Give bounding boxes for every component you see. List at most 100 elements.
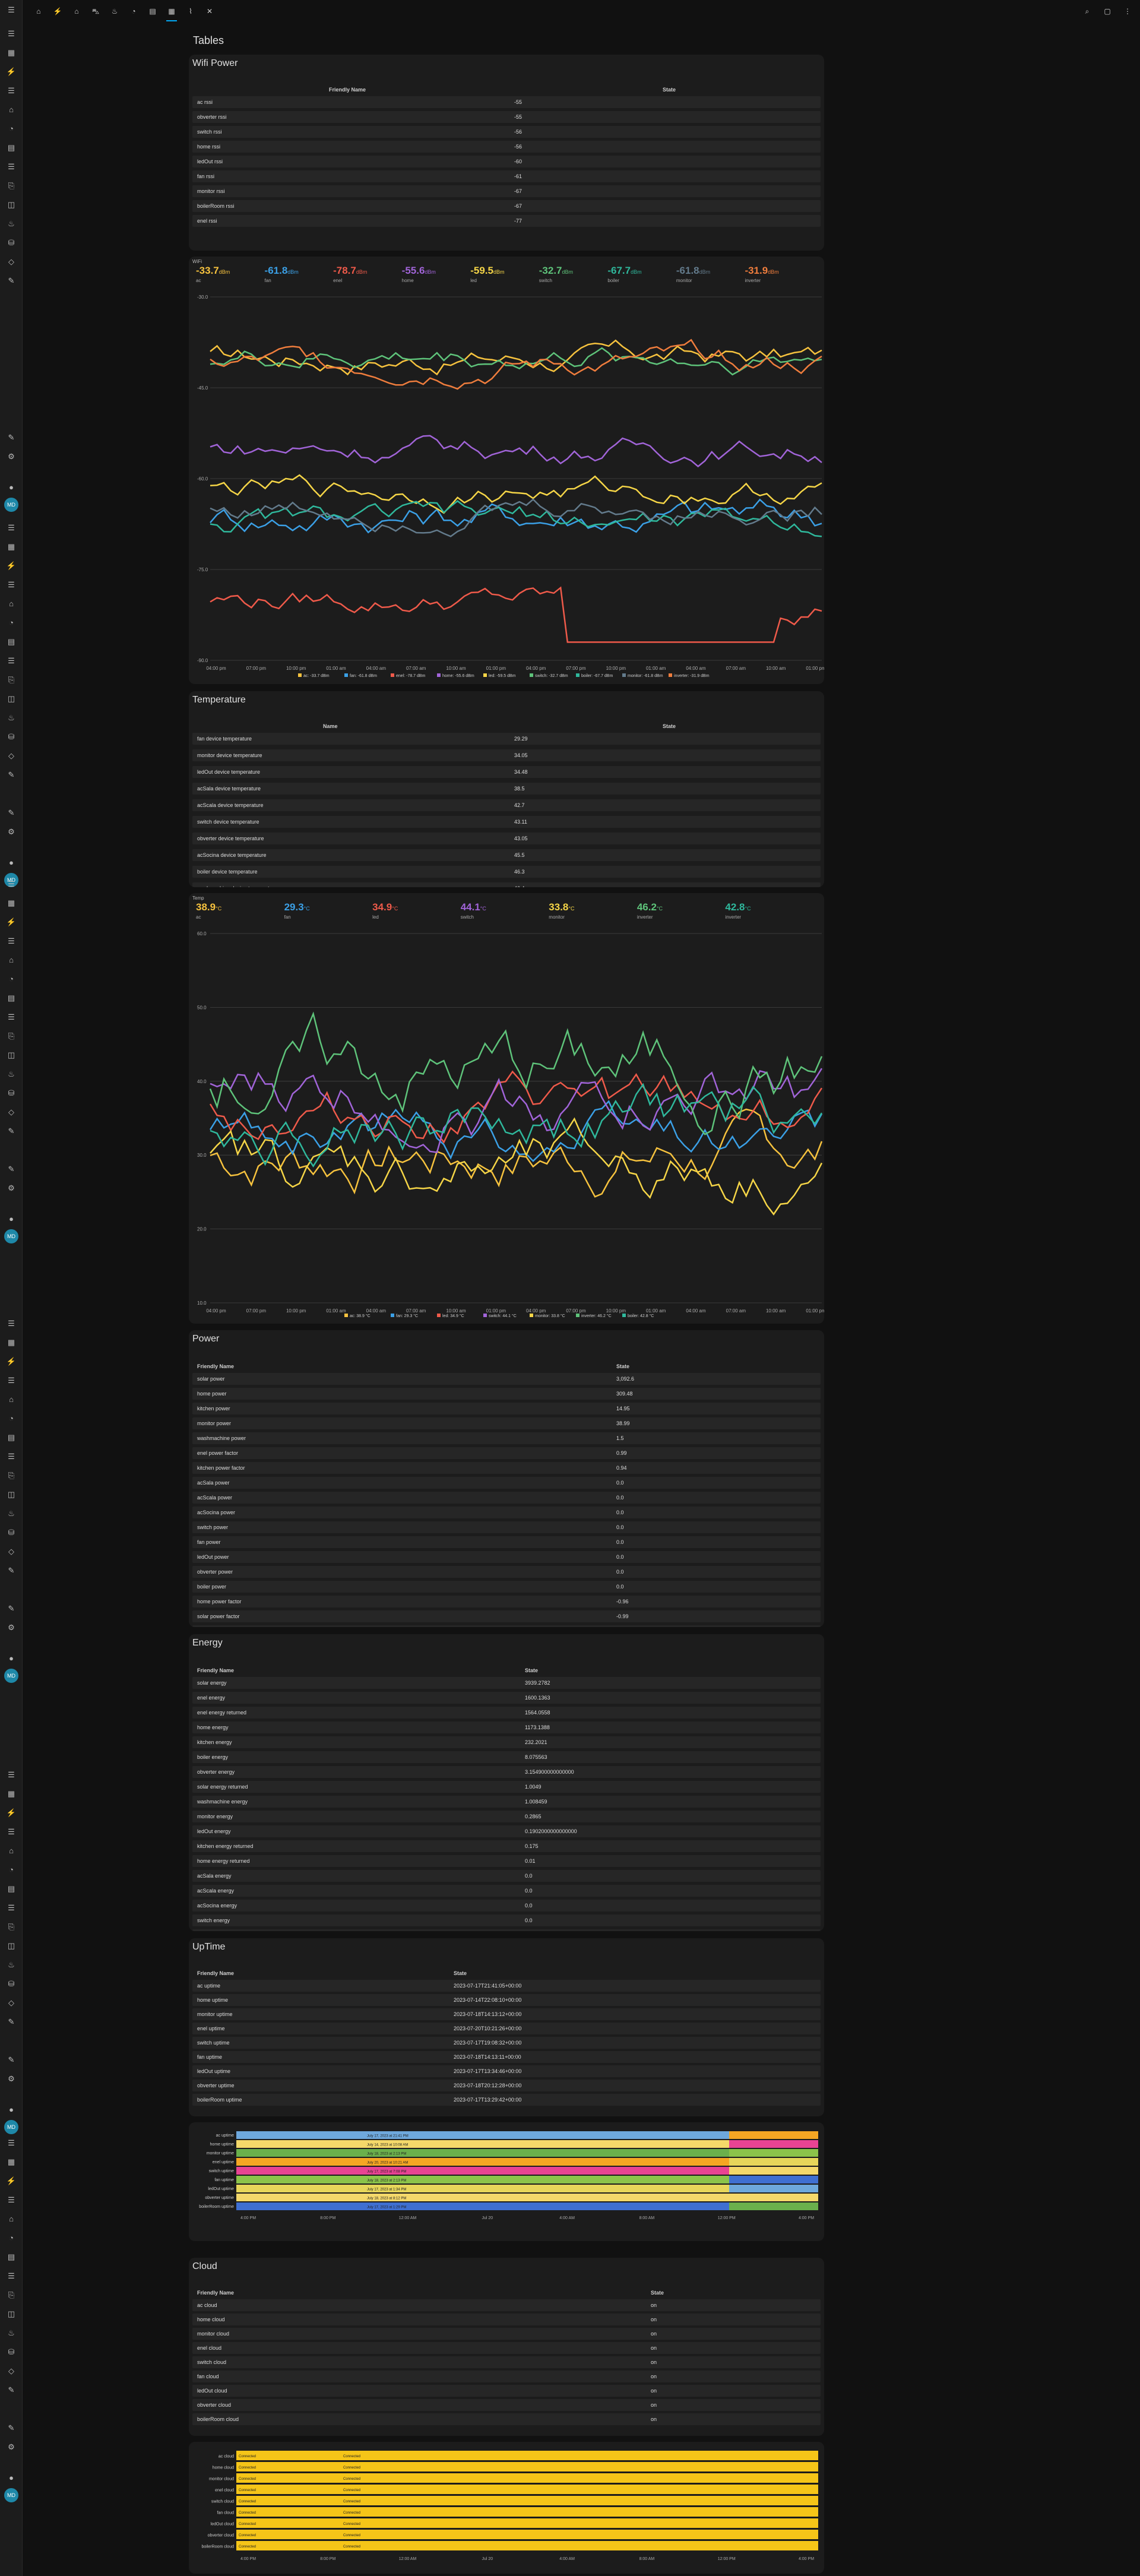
legend-entry[interactable]: led: -59.5 dBm	[489, 674, 516, 678]
series-line[interactable]	[210, 1068, 823, 1153]
sidebar-nav-icon[interactable]: ☰	[8, 1452, 15, 1461]
sidebar-nav-icon[interactable]: ☰	[8, 1827, 15, 1836]
column-header[interactable]: State	[616, 1363, 630, 1369]
column-header[interactable]: State	[663, 87, 676, 93]
legend-value[interactable]: -78.7dBm	[333, 265, 368, 276]
timeline-bar[interactable]	[729, 2176, 818, 2183]
sidebar-nav-icon[interactable]: ☰	[8, 1903, 15, 1912]
sidebar-nav-icon[interactable]: ▦	[7, 2157, 15, 2166]
series-line[interactable]	[210, 498, 822, 537]
legend-entry[interactable]: ac: -33.7 dBm	[303, 674, 330, 678]
legend-entry[interactable]: ac: 38.9 °C	[350, 1314, 370, 1318]
series-line[interactable]	[210, 1083, 823, 1168]
settings-icon[interactable]: ⚙	[8, 1623, 15, 1632]
sidebar-nav-icon[interactable]: ▤	[7, 143, 15, 152]
timeline-bar[interactable]	[236, 2167, 818, 2175]
timeline-bar[interactable]	[236, 2140, 818, 2148]
legend-value[interactable]: -67.7dBm	[607, 265, 642, 276]
sidebar-nav-icon[interactable]: ⚡	[6, 67, 17, 76]
legend-entry[interactable]: switch: 44.1 °C	[489, 1314, 517, 1318]
sidebar-nav-icon[interactable]: ☰	[8, 2138, 15, 2147]
sidebar-nav-icon[interactable]: ▦	[7, 1338, 15, 1347]
timeline-bar[interactable]	[729, 2202, 818, 2210]
sidebar-nav-icon[interactable]: ☰	[8, 1770, 15, 1779]
notifications-icon[interactable]: ●	[9, 858, 14, 867]
legend-entry[interactable]: boiler: 42.8 °C	[628, 1314, 654, 1318]
sidebar-nav-icon[interactable]: ⌂	[9, 599, 14, 608]
timeline-bar[interactable]	[236, 2541, 818, 2550]
sidebar-nav-icon[interactable]: ✎	[8, 276, 15, 285]
sidebar-nav-icon[interactable]: ♨	[8, 2328, 15, 2337]
timeline-bar[interactable]	[729, 2185, 818, 2192]
sidebar-nav-icon[interactable]: ⛁	[8, 2347, 15, 2356]
sidebar-nav-icon[interactable]: ◫	[7, 1050, 15, 1059]
sidebar-nav-icon[interactable]: ▦	[7, 1789, 15, 1798]
avatar[interactable]: MD	[4, 873, 18, 887]
sidebar-nav-icon[interactable]: ⎘	[8, 181, 15, 190]
sidebar-nav-icon[interactable]: ⌂	[9, 955, 14, 964]
timeline-bar[interactable]	[236, 2131, 818, 2139]
tools-icon[interactable]: ✕	[206, 7, 213, 15]
sidebar-nav-icon[interactable]: ◫	[7, 2309, 15, 2318]
sidebar-nav-icon[interactable]: ⎘	[8, 2290, 15, 2299]
legend-entry[interactable]: boiler: -67.7 dBm	[581, 674, 613, 678]
sidebar-nav-icon[interactable]: ⌂	[9, 1395, 14, 1404]
sidebar-nav-icon[interactable]: ⛁	[8, 1528, 15, 1537]
graph-icon[interactable]: ⌇	[189, 7, 192, 15]
timeline-bar[interactable]	[729, 2131, 818, 2139]
timeline-bar[interactable]	[236, 2462, 818, 2471]
legend-value[interactable]: -32.7dBm	[539, 265, 574, 276]
sidebar-nav-icon[interactable]: ☰	[8, 162, 15, 171]
column-header[interactable]: Friendly Name	[197, 2290, 235, 2296]
series-line[interactable]	[210, 498, 822, 534]
sidebar-nav-icon[interactable]: ⚡	[6, 2176, 17, 2185]
notifications-icon[interactable]: ●	[9, 1654, 14, 1663]
timeline-bar[interactable]	[236, 2202, 818, 2210]
timeline-bar[interactable]	[236, 2473, 818, 2483]
sidebar-nav-icon[interactable]: ♨	[8, 713, 15, 722]
avatar[interactable]: MD	[4, 2488, 18, 2502]
sidebar-nav-icon[interactable]: ☰	[8, 2195, 15, 2204]
timeline-bar[interactable]	[236, 2485, 818, 2494]
settings-icon[interactable]: ⚙	[8, 1183, 15, 1192]
legend-value[interactable]: 38.9°C	[196, 901, 222, 913]
legend-value[interactable]: 44.1°C	[460, 901, 486, 913]
sidebar-nav-icon[interactable]: ☰	[8, 29, 15, 38]
legend-entry[interactable]: monitor: -61.8 dBm	[628, 674, 663, 678]
sidebar-nav-icon[interactable]: ⚡	[6, 1808, 17, 1817]
legend-entry[interactable]: fan: -61.8 dBm	[350, 674, 377, 678]
sidebar-nav-icon[interactable]: ◇	[8, 257, 14, 266]
thermostat-icon[interactable]: ♨	[111, 7, 118, 15]
legend-value[interactable]: -55.6dBm	[401, 265, 436, 276]
timeline-bar[interactable]	[729, 2149, 818, 2157]
developer-tools-icon[interactable]: ✎	[8, 2055, 15, 2064]
series-line[interactable]	[210, 586, 822, 643]
sidebar-nav-icon[interactable]: ⛁	[8, 732, 15, 741]
developer-tools-icon[interactable]: ✎	[8, 1604, 15, 1613]
legend-entry[interactable]: inverter: -31.9 dBm	[674, 674, 710, 678]
sidebar-nav-icon[interactable]: ✎	[8, 2017, 15, 2026]
notifications-icon[interactable]: ●	[9, 1214, 14, 1223]
sidebar-nav-icon[interactable]: ⚡	[6, 917, 17, 926]
settings-icon[interactable]: ⚙	[8, 2442, 15, 2451]
avatar[interactable]: MD	[4, 1229, 18, 1243]
timeline-bar[interactable]	[236, 2451, 818, 2460]
sidebar-nav-icon[interactable]: ▤	[7, 1884, 15, 1893]
sidebar-nav-icon[interactable]: ✎	[8, 2385, 15, 2394]
legend-entry[interactable]: switch: -32.7 dBm	[535, 674, 568, 678]
series-line[interactable]	[209, 1011, 823, 1135]
timeline-bar[interactable]	[236, 2185, 818, 2192]
sidebar-nav-icon[interactable]: ♨	[8, 1069, 15, 1078]
series-line[interactable]	[210, 347, 822, 376]
sidebar-nav-icon[interactable]: ▤	[7, 993, 15, 1002]
avatar[interactable]: MD	[4, 498, 18, 512]
sidebar-nav-icon[interactable]: ◇	[8, 751, 14, 760]
legend-value[interactable]: 46.2°C	[636, 901, 663, 913]
legend-entry[interactable]: home: -55.6 dBm	[442, 674, 474, 678]
sidebar-nav-icon[interactable]: ☰	[8, 656, 15, 665]
sidebar-nav-icon[interactable]: ▤	[7, 1433, 15, 1442]
settings-icon[interactable]: ⚙	[8, 452, 15, 461]
sidebar-nav-icon[interactable]: ▦	[7, 542, 15, 551]
sidebar-nav-icon[interactable]: ▤	[7, 637, 15, 646]
lightning-icon[interactable]: ⚡	[53, 7, 62, 15]
